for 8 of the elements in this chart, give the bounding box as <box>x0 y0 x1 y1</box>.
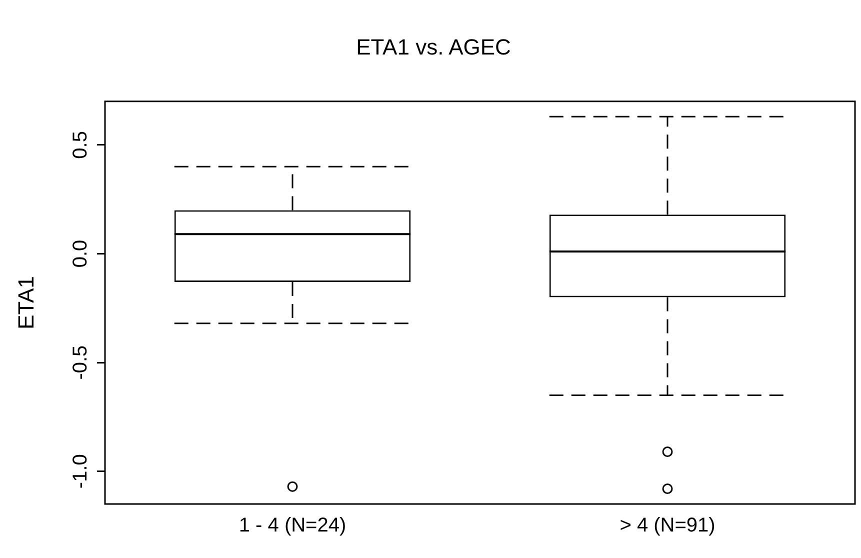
y-axis-title: ETA1 <box>13 276 38 330</box>
y-tick-label: -1.0 <box>70 454 92 489</box>
y-tick-label: -0.5 <box>70 345 92 380</box>
chart-title: ETA1 vs. AGEC <box>356 34 512 60</box>
x-tick-label: > 4 (N=91) <box>620 514 716 537</box>
x-tick-label: 1 - 4 (N=24) <box>238 514 346 537</box>
y-tick-label: 0.0 <box>70 240 92 268</box>
y-tick-label: 0.5 <box>70 131 92 159</box>
